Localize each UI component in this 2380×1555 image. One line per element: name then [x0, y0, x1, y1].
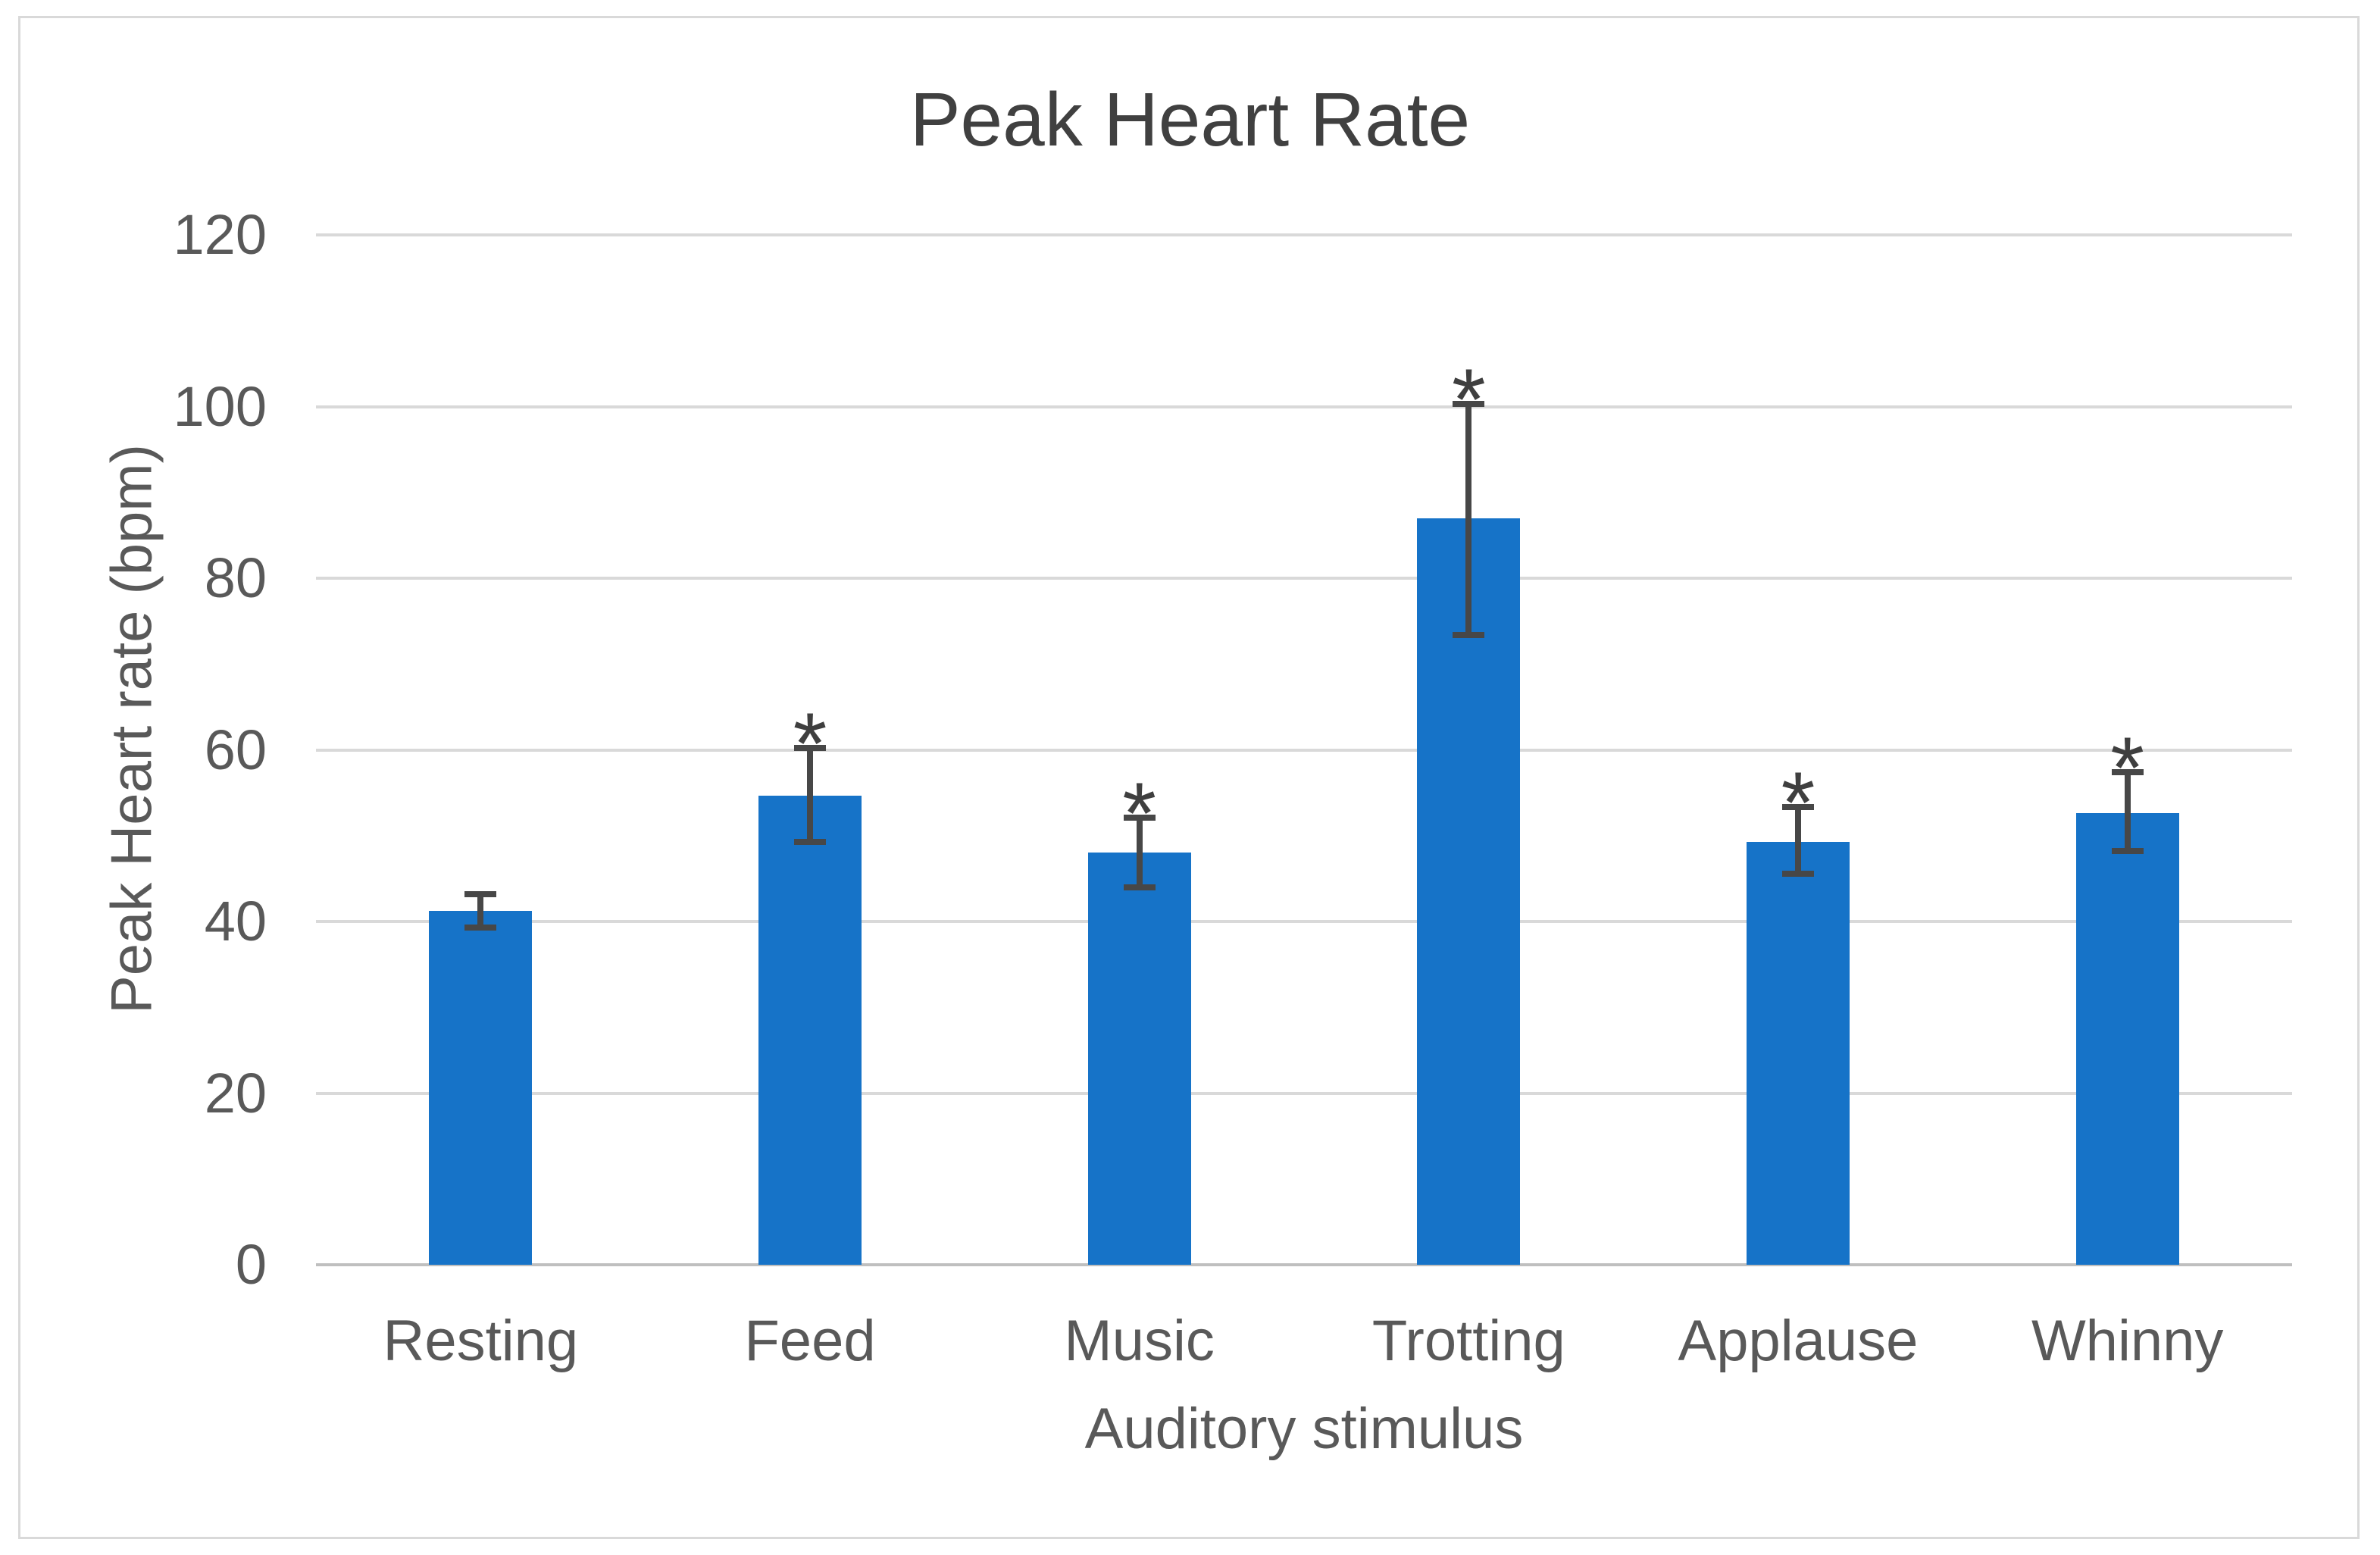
error-bar-line [1465, 404, 1472, 635]
y-axis-tick-label: 0 [235, 1233, 267, 1296]
y-axis-tick-label: 20 [204, 1061, 267, 1125]
error-bar-cap-bottom [464, 924, 497, 931]
bar-trotting [1417, 518, 1521, 1265]
error-bar-cap-top [2111, 768, 2144, 775]
x-category-label-applause: Applause [1678, 1309, 1919, 1373]
error-bar-cap-bottom [1123, 884, 1156, 890]
chart-title: Peak Heart Rate [909, 77, 1471, 162]
significance-asterisk: * [793, 696, 827, 793]
y-axis-tick-label: 60 [204, 718, 267, 781]
x-category-label-whinny: Whinny [2031, 1309, 2224, 1373]
error-bar-line [477, 893, 484, 928]
significance-asterisk: * [1781, 755, 1815, 853]
x-category-label-music: Music [1064, 1309, 1215, 1373]
error-bar-cap-bottom [2111, 848, 2144, 855]
bar-applause [1747, 841, 1850, 1265]
x-axis-title: Auditory stimulus [1084, 1397, 1524, 1461]
y-axis-tick-label: 80 [204, 546, 267, 609]
y-axis-tick-label: 120 [173, 203, 267, 266]
y-gridline [316, 233, 2292, 236]
bar-music [1087, 853, 1191, 1265]
error-bar-cap-top [1782, 804, 1814, 811]
bar-resting [429, 911, 533, 1265]
significance-asterisk: * [1451, 352, 1486, 449]
error-bar-cap-bottom [1453, 631, 1485, 638]
error-bar-cap-top [1123, 814, 1156, 821]
x-axis-line [316, 1263, 2292, 1266]
error-bar-cap-top [464, 890, 497, 897]
y-axis-tick-label: 100 [173, 374, 267, 438]
error-bar-line [1136, 817, 1143, 887]
y-gridline [316, 405, 2292, 408]
y-axis-tick-label: 40 [204, 890, 267, 953]
y-gridline [316, 1091, 2292, 1095]
y-gridline [316, 920, 2292, 923]
bar-whinny [2075, 813, 2179, 1265]
error-bar-cap-top [1453, 401, 1485, 408]
error-bar-cap-top [794, 745, 826, 752]
chart-border-frame [18, 16, 2360, 1539]
significance-asterisk: * [2110, 719, 2145, 817]
error-bar-cap-bottom [794, 838, 826, 845]
error-bar-cap-bottom [1782, 870, 1814, 877]
bar-feed [758, 795, 862, 1265]
error-bar-line [807, 748, 813, 842]
x-category-label-trotting: Trotting [1371, 1309, 1565, 1373]
x-category-label-feed: Feed [744, 1309, 876, 1373]
error-bar-line [1795, 807, 1801, 874]
error-bar-line [2124, 771, 2131, 852]
y-gridline [316, 748, 2292, 752]
significance-asterisk: * [1122, 765, 1157, 862]
x-category-label-resting: Resting [383, 1309, 579, 1373]
y-gridline [316, 577, 2292, 580]
